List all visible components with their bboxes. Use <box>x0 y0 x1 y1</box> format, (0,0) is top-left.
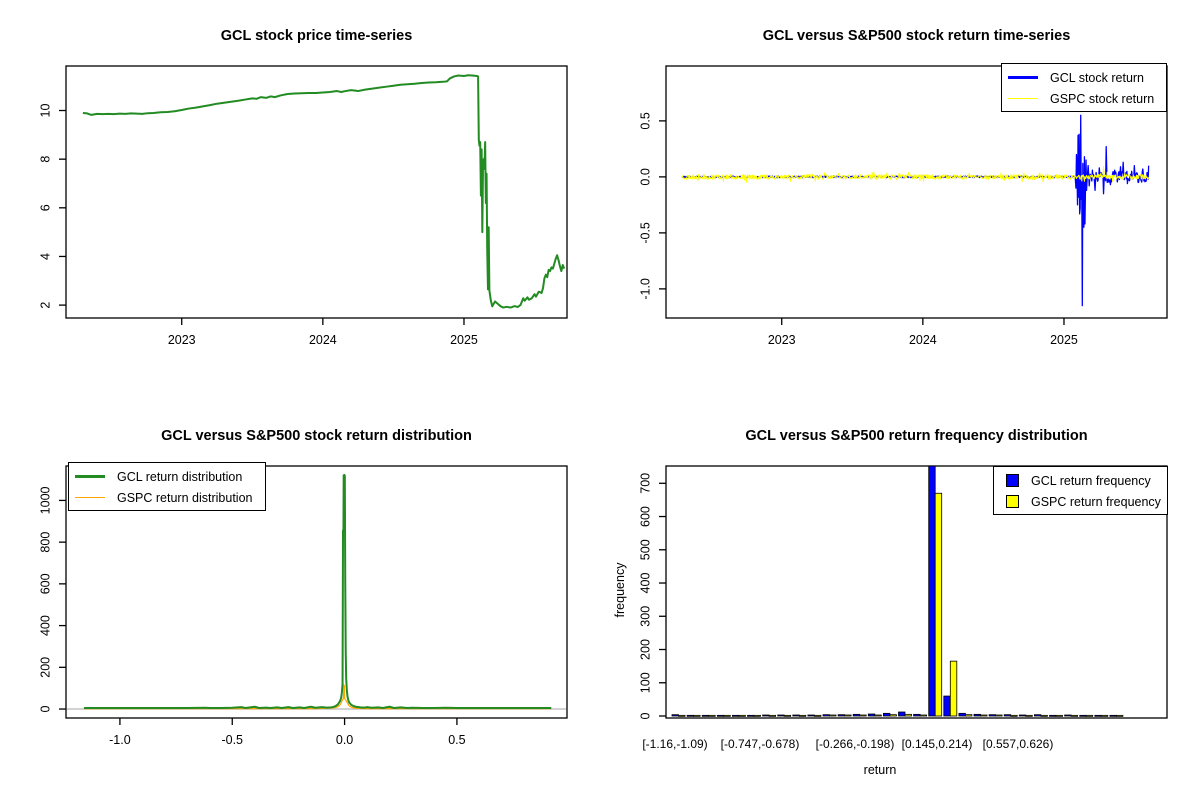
svg-text:200: 200 <box>38 657 52 678</box>
legend-entry: GCL return frequency <box>1000 470 1161 491</box>
legend-entry: GSPC return distribution <box>75 487 259 508</box>
svg-text:2025: 2025 <box>450 333 478 347</box>
legend-label: GCL return distribution <box>117 469 243 484</box>
svg-text:300: 300 <box>638 606 652 627</box>
svg-text:[-0.266,-0.198): [-0.266,-0.198) <box>816 737 895 751</box>
returns-chart: -1.0 -0.5 0.0 0.5 2023 2024 2025 <box>638 65 1168 347</box>
density-legend: GCL return distribution GSPC return dist… <box>68 462 266 511</box>
svg-text:10: 10 <box>38 104 52 118</box>
returns-chart-title: GCL versus S&P500 stock return time-seri… <box>762 28 1071 44</box>
svg-text:[-0.747,-0.678): [-0.747,-0.678) <box>721 737 800 751</box>
legend-label: GSPC return distribution <box>117 490 253 505</box>
density-panel: GCL versus S&P500 stock return distribut… <box>0 400 600 800</box>
svg-text:-0.5: -0.5 <box>221 733 243 747</box>
legend-label: GSPC stock return <box>1050 91 1155 106</box>
svg-text:700: 700 <box>638 473 652 494</box>
svg-text:4: 4 <box>38 253 52 260</box>
svg-text:400: 400 <box>638 573 652 594</box>
legend-entry: GSPC return frequency <box>1000 491 1161 512</box>
svg-text:0.0: 0.0 <box>336 733 353 747</box>
legend-entry: GCL return distribution <box>75 466 259 487</box>
gspc-return-line-swatch <box>1008 97 1038 100</box>
frequency-y-axis-label: frequency <box>613 562 627 618</box>
gcl-return-line-swatch <box>1008 75 1038 80</box>
svg-text:[-1.16,-1.09): [-1.16,-1.09) <box>642 737 707 751</box>
price-panel: GCL stock price time-series 2 4 6 8 10 2023 20… <box>0 0 600 400</box>
svg-text:2024: 2024 <box>909 333 937 347</box>
svg-text:0: 0 <box>638 712 652 719</box>
svg-text:2024: 2024 <box>309 333 337 347</box>
price-chart-title: GCL stock price time-series <box>220 28 413 44</box>
frequency-panel: GCL versus S&P500 return frequency distr… <box>600 400 1200 800</box>
svg-text:600: 600 <box>638 506 652 527</box>
frequency-chart-title: GCL versus S&P500 return frequency distr… <box>745 428 1088 444</box>
gcl-frequency-square-swatch <box>1006 474 1019 487</box>
svg-text:400: 400 <box>38 615 52 636</box>
svg-text:[0.557,0.626): [0.557,0.626) <box>983 737 1054 751</box>
svg-text:200: 200 <box>638 639 652 660</box>
svg-text:100: 100 <box>638 672 652 693</box>
gcl-distribution-line-swatch <box>75 474 105 479</box>
svg-text:2: 2 <box>38 302 52 309</box>
svg-text:-1.0: -1.0 <box>638 278 652 300</box>
legend-label: GCL stock return <box>1050 70 1145 85</box>
svg-text:-0.5: -0.5 <box>638 222 652 244</box>
svg-text:8: 8 <box>38 156 52 163</box>
svg-text:0.0: 0.0 <box>638 168 652 185</box>
svg-text:0.5: 0.5 <box>638 112 652 129</box>
svg-text:2023: 2023 <box>168 333 196 347</box>
svg-text:1000: 1000 <box>38 486 52 514</box>
density-chart-title: GCL versus S&P500 stock return distribut… <box>161 428 472 444</box>
legend-label: GSPC return frequency <box>1031 494 1161 509</box>
svg-text:600: 600 <box>38 573 52 594</box>
legend-label: GCL return frequency <box>1031 473 1151 488</box>
svg-text:2023: 2023 <box>768 333 796 347</box>
svg-text:800: 800 <box>38 532 52 553</box>
svg-text:2025: 2025 <box>1050 333 1078 347</box>
returns-panel: GCL versus S&P500 stock return time-seri… <box>600 0 1200 400</box>
svg-text:500: 500 <box>638 539 652 560</box>
svg-text:[0.145,0.214): [0.145,0.214) <box>902 737 973 751</box>
frequency-x-axis-label: return <box>863 763 897 777</box>
svg-text:0.5: 0.5 <box>448 733 465 747</box>
density-chart: 0 200 400 600 800 1000 -1.0 -0.5 0.0 0.5 <box>38 465 568 747</box>
gspc-distribution-line-swatch <box>75 496 105 499</box>
returns-legend: GCL stock return GSPC stock return <box>1001 63 1167 112</box>
svg-text:-1.0: -1.0 <box>109 733 131 747</box>
legend-entry: GCL stock return <box>1008 67 1160 88</box>
svg-text:6: 6 <box>38 204 52 211</box>
price-chart: 2 4 6 8 10 2023 2024 2025 <box>38 65 568 347</box>
legend-entry: GSPC stock return <box>1008 88 1160 109</box>
frequency-chart: 0 100 200 300 400 500 600 700 [-1.16,-1.09) [-0.7… <box>638 465 1168 751</box>
svg-text:0: 0 <box>38 706 52 713</box>
frequency-legend: GCL return frequency GSPC return frequen… <box>993 466 1168 515</box>
gspc-frequency-square-swatch <box>1006 495 1019 508</box>
